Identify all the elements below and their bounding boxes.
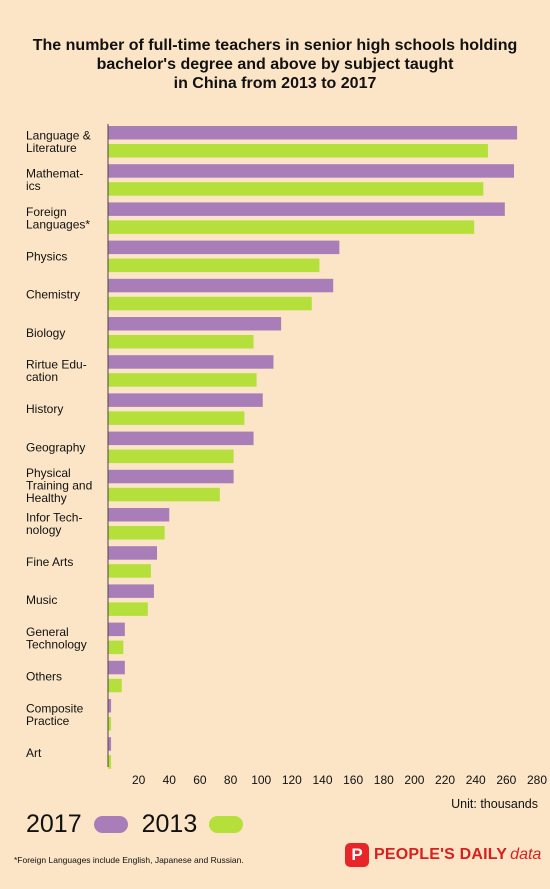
category-label-9-0: Physical <box>26 466 71 480</box>
x-tick-label-7: 160 <box>343 773 363 787</box>
bar-2017-10 <box>108 508 170 522</box>
category-label-5-0: Biology <box>26 326 65 340</box>
category-label-10-0: Infor Tech- <box>26 511 82 525</box>
category-label-15-0: Composite <box>26 702 84 716</box>
category-label-9-2: Healthy <box>26 491 67 505</box>
title-line-3: in China from 2013 to 2017 <box>173 75 377 92</box>
bar-2013-0 <box>108 144 488 158</box>
category-label-2-1: Languages* <box>26 217 90 231</box>
title-line-1: The number of full-time teachers in seni… <box>32 37 518 54</box>
bar-2017-11 <box>108 546 158 560</box>
category-label-4-0: Chemistry <box>26 288 80 302</box>
x-tick-label-3: 80 <box>224 773 238 787</box>
bar-chart: Language &Literature Mathemat-ics ForeignL… <box>26 124 547 787</box>
category-label-2-0: Foreign <box>26 205 67 219</box>
bar-2017-3 <box>108 240 340 255</box>
title-line-2: bachelor's degree and above by subject t… <box>96 56 454 73</box>
category-label-6-0: Rirtue Edu- <box>26 358 87 372</box>
bar-2013-10 <box>108 526 165 540</box>
bar-2013-12 <box>108 602 148 616</box>
chart-title: The number of full-time teachers in seni… <box>0 36 550 93</box>
legend-label-2017: 2017 <box>26 810 82 838</box>
x-tick-label-5: 120 <box>282 773 302 787</box>
category-label-7-0: History <box>26 402 63 416</box>
category-label-6-1: cation <box>26 370 58 384</box>
x-tick-label-0: 20 <box>132 773 146 787</box>
x-tick-label-8: 180 <box>374 773 394 787</box>
bar-2013-3 <box>108 258 320 273</box>
x-tick-label-2: 60 <box>193 773 207 787</box>
bar-2013-4 <box>108 296 312 311</box>
category-label-10-1: nology <box>26 523 61 537</box>
legend-swatch-2013 <box>209 816 244 833</box>
bar-2017-15 <box>108 699 112 713</box>
x-tick-label-13: 280 <box>527 773 547 787</box>
bar-2017-4 <box>108 278 334 293</box>
bar-2013-6 <box>108 373 257 387</box>
category-label-9-1: Training and <box>26 479 92 493</box>
x-tick-label-9: 200 <box>404 773 424 787</box>
bar-2013-13 <box>108 640 124 655</box>
bar-2017-1 <box>108 164 515 178</box>
bar-2017-0 <box>108 126 518 140</box>
bar-2017-6 <box>108 355 274 369</box>
brand-logo-block: P PEOPLE'S DAILY data <box>345 843 541 867</box>
bar-2013-2 <box>108 220 475 234</box>
unit-label: Unit: thousands <box>451 797 538 811</box>
x-tick-label-6: 140 <box>312 773 332 787</box>
category-label-13-1: Technology <box>26 638 87 652</box>
peoples-daily-logo-icon: P <box>345 843 369 867</box>
category-label-0-1: Literature <box>26 141 77 155</box>
footnote: *Foreign Languages include English, Japa… <box>14 855 244 865</box>
bar-2017-12 <box>108 584 154 598</box>
category-label-15-1: Practice <box>26 714 70 728</box>
category-label-11-0: Fine Arts <box>26 555 73 569</box>
bar-2013-7 <box>108 411 245 425</box>
bar-2017-14 <box>108 660 125 675</box>
bar-2017-16 <box>108 737 112 751</box>
category-label-12-0: Music <box>26 593 57 607</box>
bar-2013-14 <box>108 678 122 693</box>
bar-2013-5 <box>108 335 254 349</box>
x-tick-label-4: 100 <box>251 773 271 787</box>
x-tick-label-12: 260 <box>496 773 516 787</box>
category-label-14-0: Others <box>26 670 62 684</box>
bar-2017-2 <box>108 202 505 216</box>
brand-name: PEOPLE'S DAILY <box>374 846 508 863</box>
bar-2013-8 <box>108 449 234 464</box>
category-label-0-0: Language & <box>26 129 91 143</box>
bar-2017-9 <box>108 469 234 484</box>
bar-2013-1 <box>108 182 484 196</box>
bar-2017-7 <box>108 393 263 407</box>
bar-2017-8 <box>108 431 254 446</box>
x-tick-label-11: 240 <box>466 773 486 787</box>
legend-swatch-2017 <box>93 816 128 833</box>
category-label-8-0: Geography <box>26 440 85 454</box>
bar-2013-11 <box>108 564 151 578</box>
brand-sub: data <box>510 846 542 863</box>
bar-2017-13 <box>108 622 125 637</box>
category-label-3-0: Physics <box>26 249 67 263</box>
category-label-16-0: Art <box>26 746 42 760</box>
bar-2013-15 <box>108 717 112 731</box>
x-tick-label-1: 40 <box>163 773 177 787</box>
x-tick-label-10: 220 <box>435 773 455 787</box>
category-label-13-0: General <box>26 625 69 639</box>
legend: 2017 2013 <box>26 810 257 839</box>
bar-2013-9 <box>108 487 220 502</box>
legend-label-2013: 2013 <box>141 810 198 838</box>
category-label-1-0: Mathemat- <box>26 167 83 181</box>
bar-2017-5 <box>108 317 282 331</box>
bar-2013-16 <box>108 755 112 769</box>
category-label-1-1: ics <box>26 179 41 193</box>
